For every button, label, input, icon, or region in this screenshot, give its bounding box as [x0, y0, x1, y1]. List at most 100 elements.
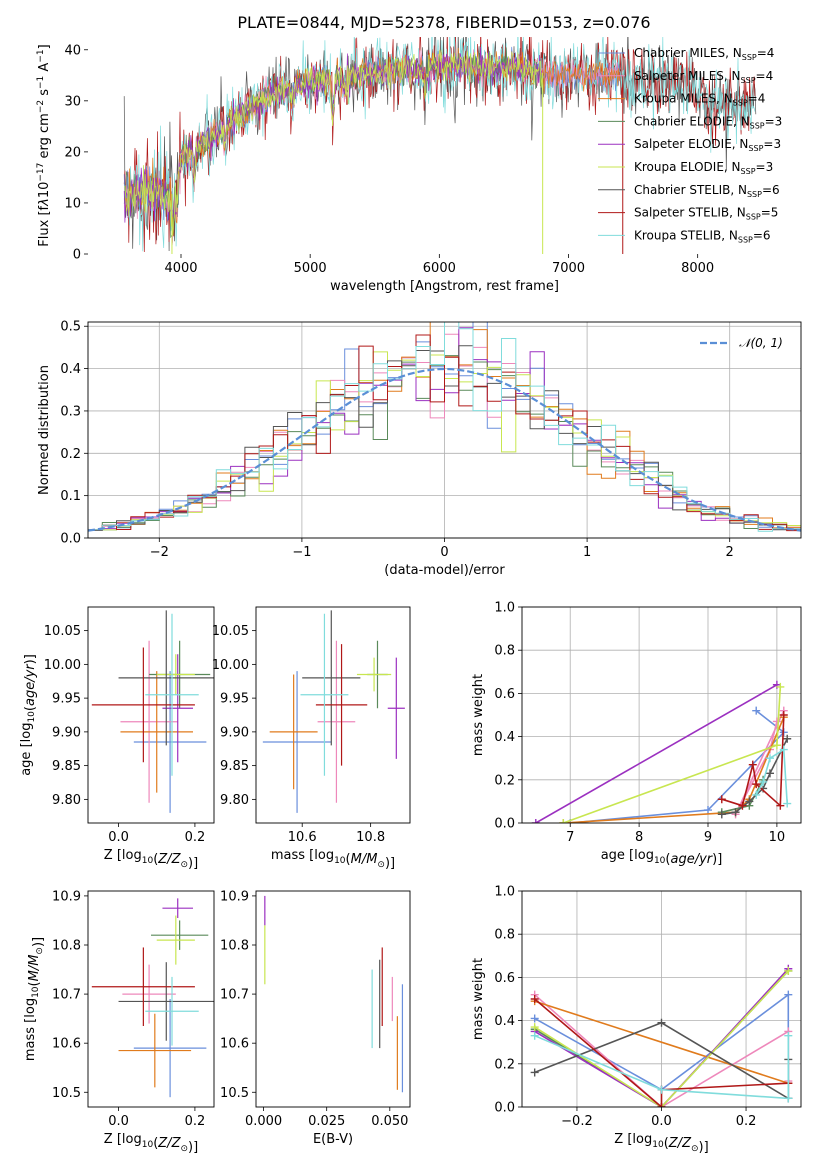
y-tick-label: 9.90	[52, 725, 81, 740]
weight-line	[534, 1000, 789, 1084]
y-tick-label: 10.05	[212, 624, 249, 639]
legend-label: Salpeter ELODIE, NSSP=3	[634, 137, 781, 153]
spectrum-line	[124, 49, 543, 236]
figure-title: PLATE=0844, MJD=52378, FIBERID=0153, z=0…	[237, 13, 650, 32]
weight-marker	[752, 790, 761, 799]
y-tick-label: 1.0	[494, 885, 515, 900]
y-tick-label: 0.3	[60, 404, 81, 419]
histogram-salpeter-stelib	[88, 334, 801, 532]
y-tick-label: 0	[73, 248, 81, 263]
y-tick-label: 9.85	[220, 759, 249, 774]
plot-area	[123, 37, 757, 254]
age-vs-metallicity-panel: 0.0 0.2 9.80 9.85 9.90 9.95 10.00 10.05 Z [log10…	[19, 606, 215, 871]
x-tick-label: 8	[635, 830, 643, 845]
weight-marker	[738, 801, 747, 810]
y-tick-label: 9.95	[52, 692, 81, 707]
legend-label: Kroupa ELODIE, NSSP=3	[634, 160, 773, 176]
weight-marker	[766, 754, 774, 763]
y-tick-label: 9.80	[220, 793, 249, 808]
histogram-kroupa-stelib	[88, 322, 801, 532]
plot-area	[91, 610, 214, 813]
weight-marker	[784, 1031, 793, 1040]
y-tick-label: 0.8	[494, 928, 515, 943]
x-tick-label: 6000	[423, 261, 456, 276]
spectrum-panel: 4000 5000 6000 7000 8000 0 10 20 30 40 wavelength …	[36, 37, 782, 294]
weight-line	[734, 710, 785, 815]
y-tick-label: 0.0	[494, 1101, 515, 1116]
y-tick-label: 0.0	[494, 817, 515, 832]
weight-marker	[783, 799, 792, 808]
x-axis-label: age [log10(age/yr)]	[601, 848, 723, 867]
x-tick-label: 0.2	[185, 1114, 206, 1129]
plot-area	[91, 898, 214, 1098]
weight-marker	[657, 1103, 666, 1107]
x-tick-label: 9	[704, 830, 712, 845]
weight-marker	[704, 806, 712, 815]
y-tick-label: 0.2	[60, 447, 81, 462]
x-tick-label: 8000	[681, 261, 714, 276]
plot-area	[531, 680, 792, 823]
x-axis-label: mass [log10(M/M⊙)]	[271, 848, 395, 871]
y-tick-label: 1.0	[494, 601, 515, 616]
plot-frame	[87, 606, 215, 824]
y-tick-label: 10	[64, 196, 81, 211]
y-tick-label: 10.7	[220, 988, 249, 1003]
y-tick-label: 0.0	[60, 532, 81, 547]
residuals-panel: −2 −1 0 1 2 0.0 0.1 0.2 0.3 0.4 0.5 (data-model)/er…	[37, 320, 802, 578]
age-vs-mass-panel: 10.6 10.8 9.80 9.85 9.90 9.95 10.00 10.05 mass […	[212, 606, 411, 871]
weight-vs-age-panel: 7 8 9 10 0.0 0.2 0.4 0.6 0.8 1.0 age [log10(age/yr…	[471, 601, 802, 867]
x-tick-label: 7	[566, 830, 574, 845]
x-tick-label: 2	[726, 545, 734, 560]
weight-marker	[657, 1085, 666, 1094]
x-tick-label: 10.6	[288, 830, 317, 845]
y-axis-label: mass weight	[471, 674, 486, 756]
y-tick-label: 0.6	[494, 687, 515, 702]
legend-label: Chabrier ELODIE, NSSP=3	[634, 114, 782, 130]
x-tick-label: 10	[769, 830, 786, 845]
y-tick-label: 20	[64, 145, 81, 160]
y-tick-label: 0.2	[494, 1057, 515, 1072]
y-axis-label: age [log10(age/yr)]	[19, 654, 38, 776]
weight-line	[570, 710, 785, 823]
weight-marker	[779, 745, 788, 754]
weight-marker	[717, 795, 726, 804]
y-tick-label: 10.6	[220, 1037, 249, 1052]
legend-label: Chabrier MILES, NSSP=4	[634, 46, 774, 62]
y-axis-label: Normed distribution	[37, 365, 52, 495]
x-axis-label: Z [log10(Z/Z⊙)]	[614, 1132, 708, 1155]
plot-frame	[87, 890, 215, 1108]
weight-vs-metallicity-panel: −0.2 0.0 0.2 0.0 0.2 0.4 0.6 0.8 1.0 Z [log10(Z/Z…	[471, 885, 802, 1155]
y-tick-label: 10.9	[52, 889, 81, 904]
x-axis-label: E(B-V)	[313, 1132, 353, 1147]
x-axis-label: (data-model)/error	[384, 563, 505, 578]
x-axis-label: wavelength [Angstrom, rest frame]	[330, 279, 559, 294]
x-tick-label: −2	[150, 545, 169, 560]
weight-marker	[759, 777, 768, 786]
weight-marker	[752, 780, 761, 789]
plot-area	[264, 895, 404, 1093]
y-tick-label: 10.8	[52, 939, 81, 954]
plot-frame	[521, 606, 802, 824]
plot-area	[88, 322, 801, 534]
normal-curve	[88, 367, 801, 532]
weight-marker	[530, 995, 539, 1003]
plot-frame	[255, 890, 411, 1108]
weight-marker	[530, 1068, 539, 1077]
y-tick-label: 9.90	[220, 725, 249, 740]
legend-label: Salpeter MILES, NSSP=4	[634, 69, 773, 85]
y-tick-label: 10.5	[220, 1086, 249, 1101]
y-tick-label: 9.80	[52, 793, 81, 808]
weight-marker	[772, 741, 781, 750]
x-tick-label: 0.0	[651, 1114, 672, 1129]
y-axis-label: mass weight	[471, 958, 486, 1040]
weight-marker	[530, 1014, 539, 1023]
x-tick-label: 0.025	[308, 1114, 345, 1129]
x-tick-label: 0.050	[371, 1114, 408, 1129]
weight-marker	[783, 734, 792, 743]
weight-marker	[530, 1023, 539, 1032]
y-axis-label: mass [log10(M/M⊙)]	[23, 937, 46, 1061]
mass-vs-ebv-panel: 0.000 0.025 0.050 10.5 10.6 10.7 10.8 10.9 E(B-V…	[220, 889, 411, 1147]
x-axis-label: Z [log10(Z/Z⊙)]	[104, 1132, 198, 1155]
y-tick-label: 10.6	[52, 1037, 81, 1052]
weight-marker	[559, 819, 568, 823]
